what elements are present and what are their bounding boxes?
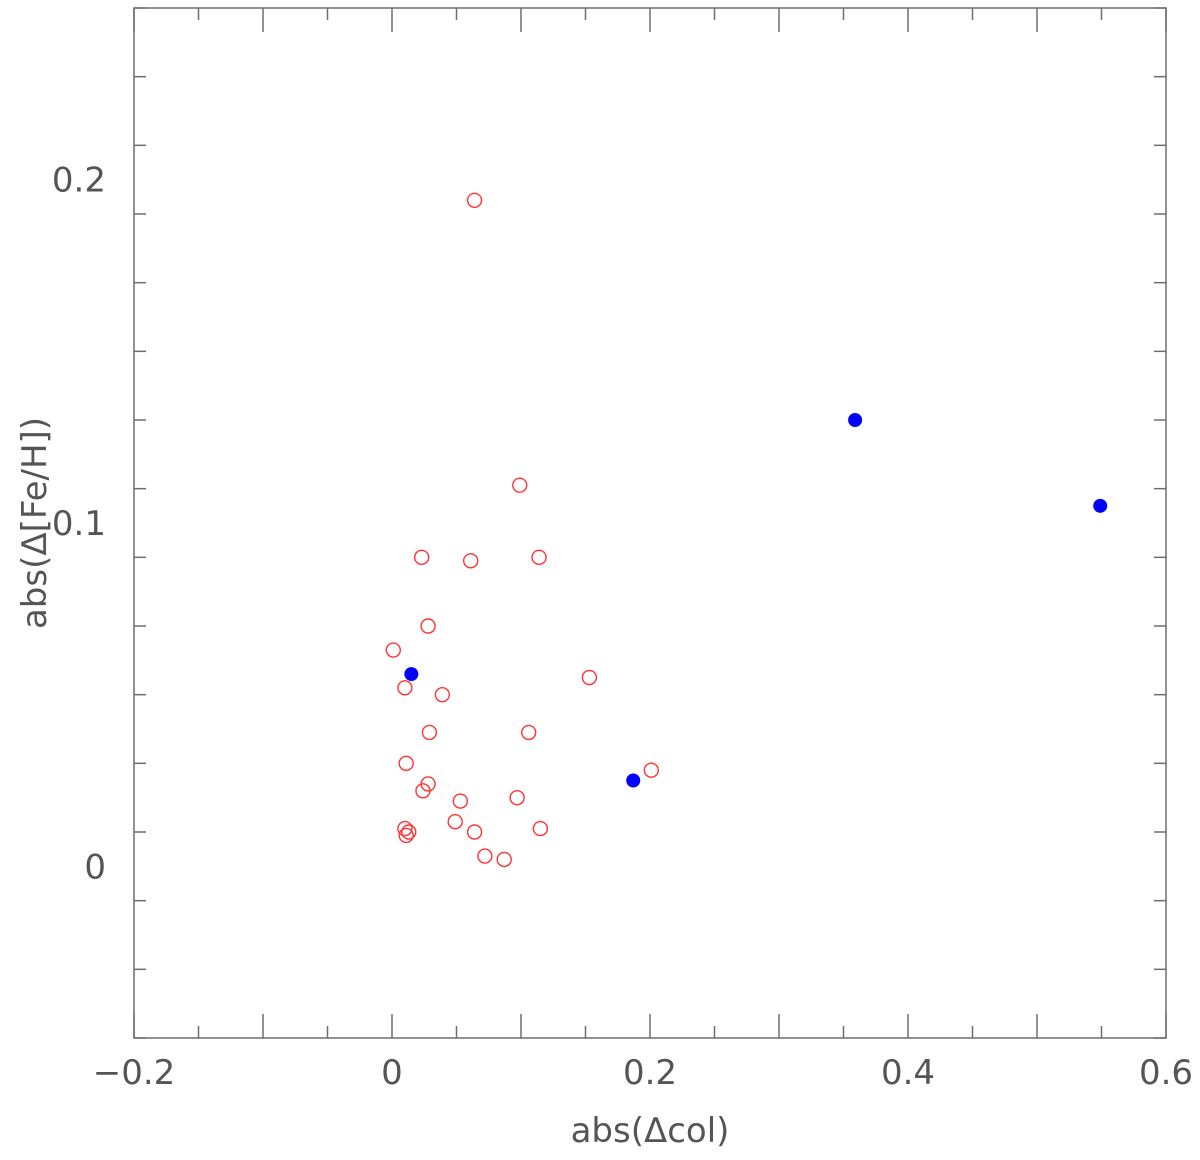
open-data-point [415, 783, 431, 799]
open-data-point [521, 724, 537, 741]
open-data-point [385, 642, 401, 658]
y-tick-label: 0.1 [52, 504, 106, 544]
open-data-point [398, 755, 414, 772]
filled-data-point [404, 667, 419, 682]
open-data-point [421, 724, 438, 741]
filled-data-point [1093, 498, 1108, 513]
open-data-point [452, 793, 469, 809]
open-data-point [496, 851, 512, 868]
y-axis-label: abs(Δ[Fe/H]) [15, 417, 55, 629]
y-tick-label: 0.2 [52, 161, 106, 201]
x-tick-label: 0.4 [881, 1053, 935, 1093]
open-data-point [466, 192, 483, 208]
open-data-point [447, 814, 463, 830]
open-data-point [581, 669, 598, 686]
plot-frame [133, 7, 1167, 1039]
filled-data-point [626, 773, 641, 788]
x-tick-label: 0 [381, 1053, 403, 1093]
open-data-point [434, 686, 451, 703]
axis-ticks [133, 7, 1167, 1039]
tick-labels: −0.2 0 0.2 0.4 0.6 0 0.1 0.2 [52, 161, 1193, 1093]
x-axis-label: abs(Δcol) [571, 1111, 730, 1151]
open-data-point [420, 618, 436, 634]
open-data-point [509, 789, 525, 806]
open-data-point [531, 549, 547, 566]
x-tick-label: −0.2 [93, 1053, 176, 1093]
open-data-point [397, 820, 413, 837]
open-data-point [532, 820, 549, 837]
y-tick-label: 0 [84, 847, 106, 887]
open-data-point [477, 848, 493, 864]
data-points [385, 192, 1108, 868]
open-data-point [401, 824, 417, 840]
x-tick-label: 0.2 [623, 1053, 677, 1093]
open-data-point [643, 762, 659, 778]
filled-data-point [848, 413, 863, 427]
open-data-point [466, 824, 483, 840]
open-data-point [413, 549, 430, 566]
open-data-point [512, 477, 528, 493]
open-data-point [397, 680, 413, 696]
open-data-point [462, 553, 479, 569]
x-tick-label: 0.6 [1139, 1053, 1193, 1093]
open-data-point [398, 827, 414, 844]
